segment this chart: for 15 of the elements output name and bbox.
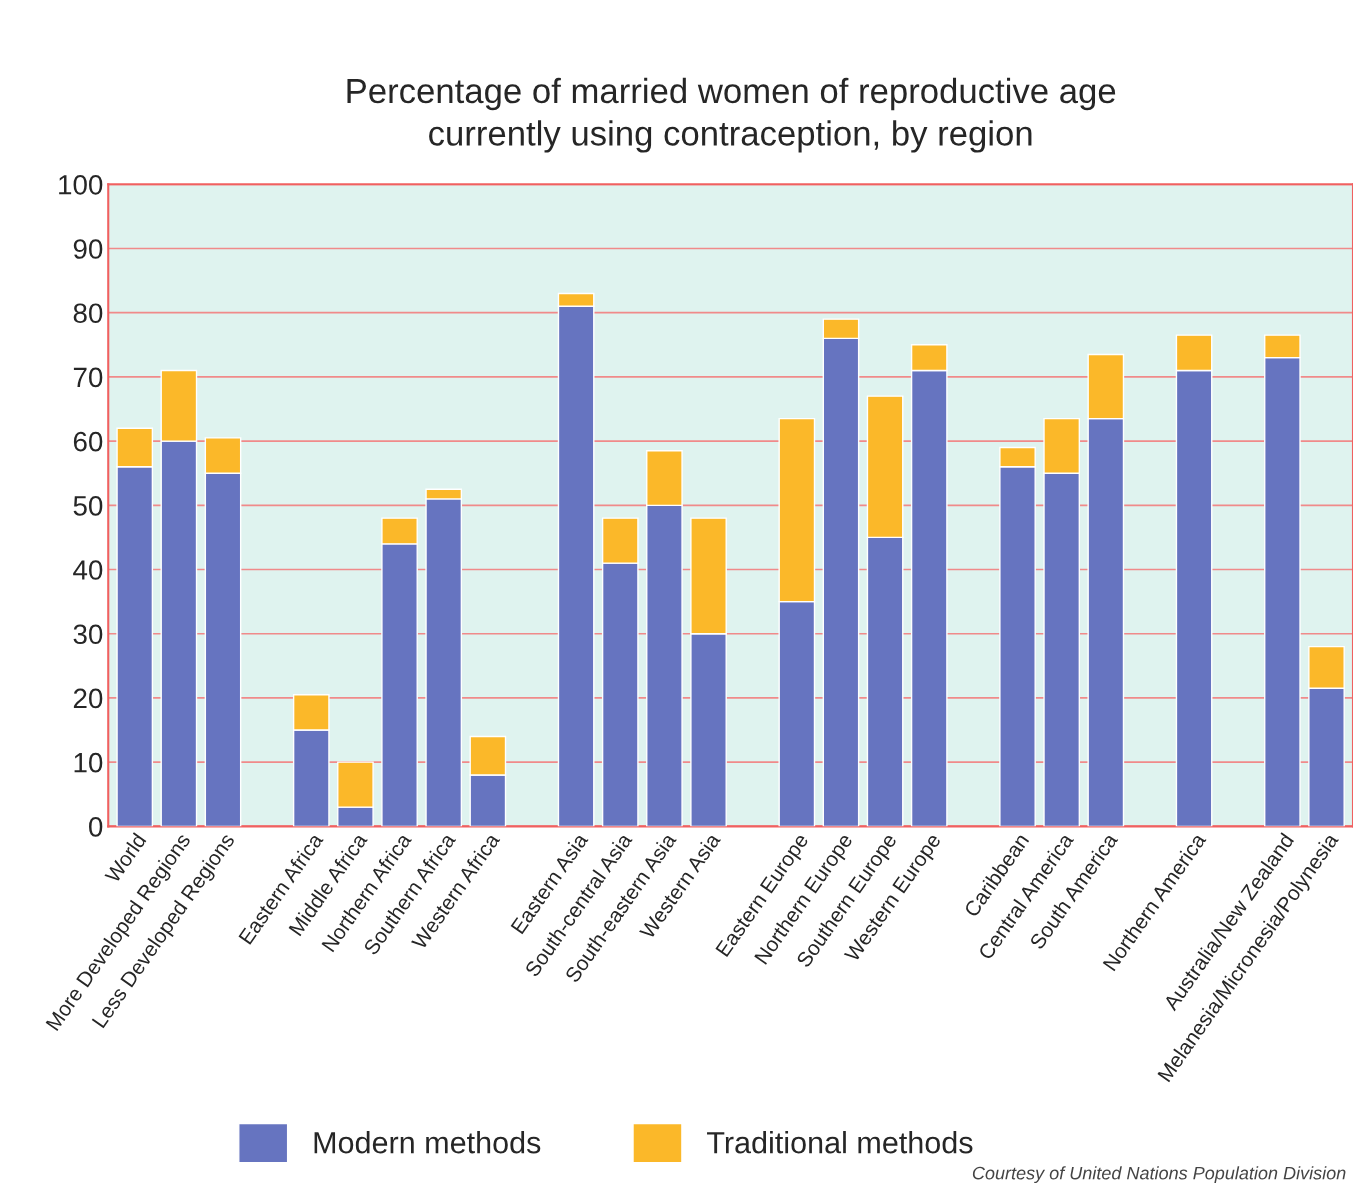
y-tick-label: 40 [73,560,103,580]
y-tick-label: 10 [74,752,103,773]
legend-label: Traditional methods [707,1131,973,1154]
y-tick-label: 60 [73,431,103,452]
y-tick-label: 20 [73,688,103,709]
y-tick-label: 100 [59,174,103,195]
legend-label: Modern methods [314,1131,541,1154]
y-tick-label: 70 [73,367,103,388]
y-tick-label: 80 [73,303,103,324]
y-tick-label: 0 [89,817,103,837]
y-tick-label: 30 [73,624,103,645]
y-tick-label: 50 [73,495,103,516]
text: Courtesy of United Nations Population Division [972,1166,1346,1184]
y-tick-label: 90 [73,239,103,259]
chart-title: Percentage of married women of reproductive age currently using contraception, by region [347,77,1116,153]
